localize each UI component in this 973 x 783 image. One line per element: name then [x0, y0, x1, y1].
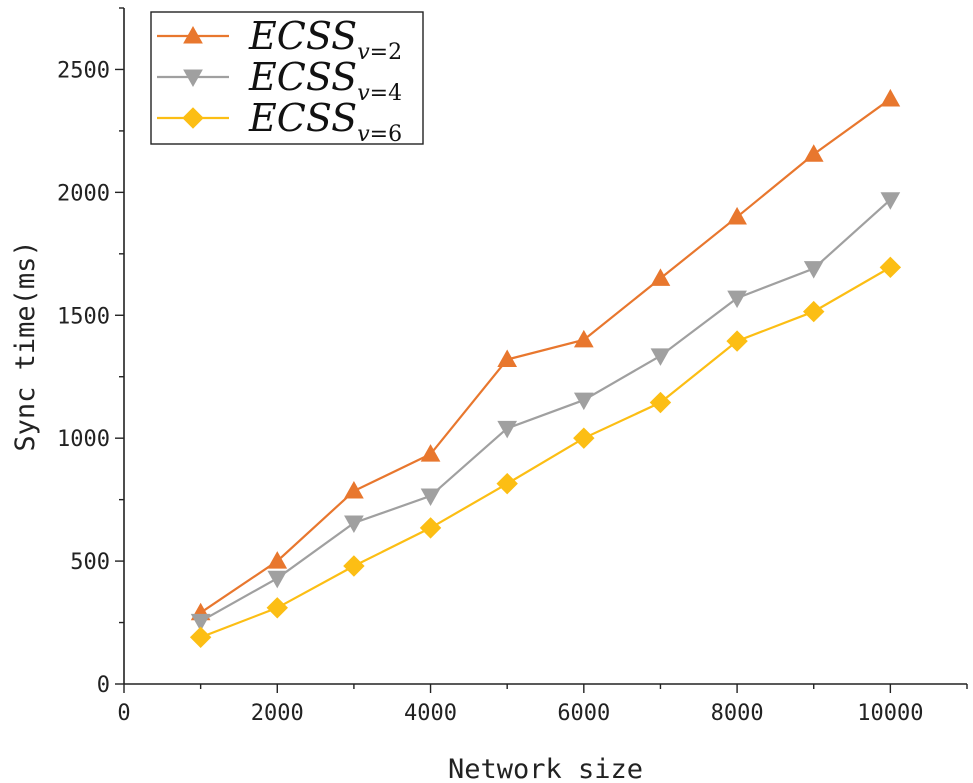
- series-line: [200, 98, 892, 614]
- y-tick-label: 2500: [57, 58, 110, 83]
- y-tick-label: 0: [97, 673, 110, 698]
- legend-marker: [183, 25, 203, 44]
- data-point-marker: [573, 329, 594, 348]
- legend-label: ECSSv=4: [248, 55, 402, 106]
- data-point-marker: [726, 330, 748, 352]
- x-tick-label: 8000: [711, 701, 764, 726]
- legend-label-sub-rest: =6: [370, 122, 402, 147]
- legend-label: ECSSv=6: [248, 96, 402, 147]
- data-point-marker: [727, 206, 747, 225]
- y-tick-label: 2000: [57, 181, 110, 206]
- x-tick-label: 2000: [251, 701, 304, 726]
- legend-item-1: ECSSv=2: [157, 14, 402, 65]
- y-tick-label: 500: [70, 550, 110, 575]
- data-point-marker: [189, 626, 212, 649]
- x-tick-label: 0: [117, 701, 130, 726]
- legend-label-main: ECSS: [248, 96, 357, 140]
- data-point-marker: [266, 597, 288, 619]
- x-tick-label: 6000: [557, 701, 610, 726]
- data-point-marker: [344, 481, 364, 499]
- series-3: [189, 256, 902, 649]
- data-point-marker: [879, 256, 902, 279]
- series-line: [200, 266, 891, 639]
- legend-label-sub-var: v: [357, 81, 370, 106]
- data-point-marker: [420, 444, 441, 462]
- data-point-marker: [649, 391, 672, 414]
- legend-marker: [182, 107, 204, 129]
- data-point-marker: [803, 300, 825, 323]
- y-axis-title: Sync time(ms): [10, 240, 41, 451]
- data-point-marker: [880, 88, 901, 107]
- data-point-marker: [880, 192, 901, 210]
- data-point-marker: [419, 517, 442, 539]
- data-point-marker: [727, 290, 747, 309]
- y-tick-label: 1500: [57, 304, 110, 329]
- data-point-marker: [267, 570, 288, 589]
- series-line: [200, 198, 892, 623]
- legend-item-2: ECSSv=4: [157, 55, 402, 106]
- legend-label-main: ECSS: [248, 14, 357, 58]
- series-1: [190, 88, 901, 621]
- legend-item-3: ECSSv=6: [157, 96, 402, 147]
- x-tick-label: 10000: [857, 701, 923, 726]
- data-point-marker: [343, 555, 365, 577]
- legend-marker: [183, 69, 203, 88]
- x-tick-label: 4000: [404, 701, 457, 726]
- data-point-marker: [267, 551, 288, 569]
- legend-label: ECSSv=2: [248, 14, 402, 65]
- data-point-marker: [573, 392, 594, 411]
- legend-label-sub-rest: =4: [370, 81, 402, 106]
- x-axis-title: Network size: [448, 754, 643, 783]
- y-tick-label: 1000: [57, 427, 110, 452]
- data-point-marker: [573, 427, 595, 449]
- data-point-marker: [420, 488, 441, 506]
- data-point-marker: [344, 515, 364, 534]
- axes: 0 2000 4000 6000 8000 10000 0 500 1000 1500 2000 25…: [10, 7, 968, 783]
- data-point-marker: [190, 613, 211, 632]
- legend-label-sub-var: v: [357, 122, 370, 147]
- series-2: [190, 192, 901, 632]
- data-point-marker: [650, 348, 671, 366]
- legend-label-main: ECSS: [248, 55, 357, 99]
- data-point-marker: [496, 472, 518, 495]
- legend-label-sub-rest: =2: [370, 40, 402, 65]
- data-point-marker: [497, 349, 518, 368]
- legend-label-sub-var: v: [357, 40, 370, 65]
- data-point-marker: [650, 268, 671, 286]
- data-point-marker: [803, 261, 824, 279]
- series-layer: [189, 88, 902, 649]
- data-point-marker: [803, 144, 824, 162]
- data-point-marker: [497, 420, 518, 439]
